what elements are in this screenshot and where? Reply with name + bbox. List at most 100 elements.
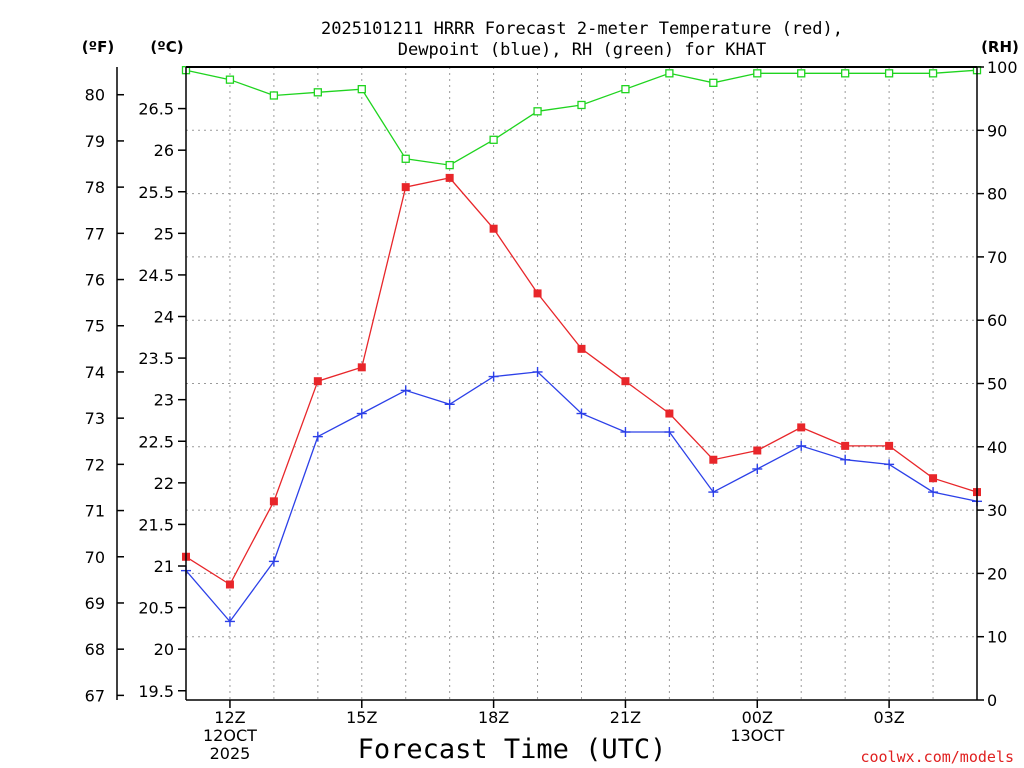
dewpoint-point bbox=[400, 385, 411, 396]
rh-tick-label: 70 bbox=[987, 248, 1007, 267]
temperature-point bbox=[269, 497, 278, 506]
rh-tick-label: 20 bbox=[987, 564, 1007, 583]
left-axis-unit-celsius: (ºC) bbox=[150, 38, 183, 56]
dewpoint-point bbox=[532, 366, 543, 377]
rh-point bbox=[313, 88, 322, 97]
fahrenheit-tick-label: 80 bbox=[85, 86, 105, 105]
x-tick-date-label: 13OCT bbox=[730, 726, 784, 745]
x-tick-date-label: 12OCT bbox=[203, 726, 257, 745]
fahrenheit-tick-label: 75 bbox=[85, 317, 105, 336]
fahrenheit-tick-label: 72 bbox=[85, 455, 105, 474]
dewpoint-point bbox=[796, 440, 807, 451]
rh-point bbox=[533, 107, 542, 116]
celsius-tick-label: 21 bbox=[154, 557, 174, 576]
rh-point bbox=[841, 69, 850, 78]
dewpoint-point bbox=[312, 431, 323, 442]
rh-point bbox=[577, 100, 586, 110]
rh-tick-label: 90 bbox=[987, 121, 1007, 140]
dewpoint-series bbox=[181, 366, 982, 627]
footer-credit: coolwx.com/models bbox=[860, 748, 1014, 766]
rh-point bbox=[709, 78, 718, 87]
temperature-point bbox=[357, 363, 366, 372]
rh-line bbox=[185, 69, 978, 166]
dewpoint-point bbox=[356, 408, 367, 419]
temperature-point bbox=[313, 377, 322, 386]
x-tick-label: 21Z bbox=[610, 708, 641, 727]
rh-tick-label: 60 bbox=[987, 311, 1007, 330]
temperature-point bbox=[929, 474, 938, 483]
rh-point bbox=[489, 135, 498, 144]
fahrenheit-tick-label: 69 bbox=[85, 594, 105, 613]
x-tick-label: 03Z bbox=[873, 708, 904, 727]
dewpoint-point bbox=[708, 487, 719, 498]
celsius-tick-label: 19.5 bbox=[138, 682, 174, 701]
temperature-point bbox=[489, 224, 498, 233]
dewpoint-point bbox=[884, 459, 895, 470]
temperature-point bbox=[401, 183, 410, 192]
celsius-tick-label: 23 bbox=[154, 391, 174, 410]
rh-tick-label: 80 bbox=[987, 185, 1007, 204]
rh-series bbox=[181, 66, 982, 170]
dewpoint-point bbox=[224, 616, 235, 627]
fahrenheit-tick-label: 77 bbox=[85, 224, 105, 243]
fahrenheit-tick-label: 70 bbox=[85, 548, 105, 567]
temperature-point bbox=[885, 441, 894, 450]
temperature-point bbox=[445, 173, 454, 182]
rh-tick-label: 50 bbox=[987, 375, 1007, 394]
fahrenheit-tick-label: 76 bbox=[85, 271, 105, 290]
rh-point bbox=[665, 69, 674, 78]
rh-tick-label: 0 bbox=[987, 691, 997, 710]
celsius-tick-label: 23.5 bbox=[138, 349, 174, 368]
rh-tick-label: 30 bbox=[987, 501, 1007, 520]
celsius-tick-label: 22 bbox=[154, 474, 174, 493]
dewpoint-point bbox=[664, 427, 675, 438]
rh-tick-label: 40 bbox=[987, 438, 1007, 457]
x-tick-label: 18Z bbox=[478, 708, 509, 727]
rh-point bbox=[884, 69, 894, 78]
series-layer bbox=[181, 66, 982, 627]
temperature-point bbox=[709, 455, 718, 464]
grid-lines bbox=[186, 67, 977, 700]
x-tick-label: 00Z bbox=[742, 708, 773, 727]
fahrenheit-tick-label: 73 bbox=[85, 409, 105, 428]
dewpoint-point bbox=[576, 408, 587, 419]
rh-tick-label: 100 bbox=[987, 58, 1018, 77]
rh-point bbox=[225, 75, 235, 84]
celsius-tick-label: 25 bbox=[154, 224, 174, 243]
fahrenheit-tick-label: 68 bbox=[85, 640, 105, 659]
celsius-tick-label: 26.5 bbox=[138, 100, 174, 119]
rh-point bbox=[928, 69, 938, 78]
fahrenheit-tick-label: 71 bbox=[85, 502, 105, 521]
celsius-tick-label: 20 bbox=[154, 640, 174, 659]
temperature-point bbox=[797, 423, 806, 432]
chart-title-line2: Dewpoint (blue), RH (green) for KHAT bbox=[398, 40, 766, 60]
dewpoint-point bbox=[840, 454, 851, 465]
dewpoint-point bbox=[752, 463, 763, 474]
temperature-point bbox=[533, 289, 542, 298]
fahrenheit-tick-label: 74 bbox=[85, 363, 105, 382]
rh-point bbox=[269, 91, 279, 100]
dewpoint-point bbox=[444, 399, 455, 410]
axes: 67 68 69 70 71 72 73 74 75 76 77 78 79 80 19.5 20 20.5 21… bbox=[85, 58, 1018, 763]
temperature-point bbox=[665, 409, 674, 418]
temperature-point bbox=[577, 344, 586, 353]
dewpoint-point bbox=[488, 371, 499, 382]
left-axis-unit-fahrenheit: (ºF) bbox=[82, 38, 114, 56]
dewpoint-point bbox=[928, 487, 939, 498]
rh-point bbox=[753, 69, 762, 78]
fahrenheit-tick-label: 79 bbox=[85, 132, 105, 151]
chart-title-line1: 2025101211 HRRR Forecast 2-meter Tempera… bbox=[321, 19, 843, 39]
dewpoint-point bbox=[620, 427, 631, 438]
celsius-tick-label: 22.5 bbox=[138, 432, 174, 451]
fahrenheit-tick-label: 67 bbox=[85, 686, 105, 705]
x-tick-year-label: 2025 bbox=[210, 744, 251, 763]
fahrenheit-tick-label: 78 bbox=[85, 178, 105, 197]
rh-point bbox=[401, 154, 410, 163]
celsius-tick-label: 26 bbox=[154, 141, 174, 160]
celsius-tick-label: 25.5 bbox=[138, 183, 174, 202]
x-tick-label: 15Z bbox=[346, 708, 377, 727]
celsius-tick-label: 21.5 bbox=[138, 515, 174, 534]
dewpoint-point bbox=[268, 556, 279, 567]
temperature-point bbox=[225, 580, 234, 589]
